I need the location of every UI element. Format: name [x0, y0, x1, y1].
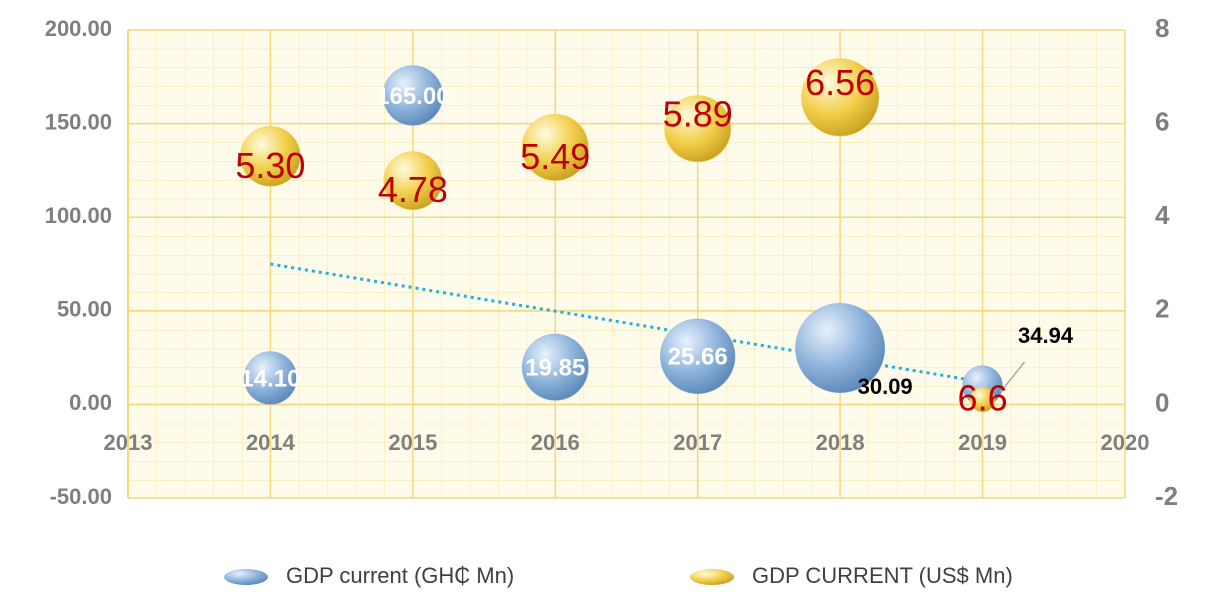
x-tick-label: 2013 [104, 430, 153, 455]
bubble [801, 58, 880, 137]
leader-line [999, 361, 1026, 393]
data-label: 5.89 [663, 93, 733, 134]
y-tick-label: 0.00 [69, 390, 112, 415]
bubble [240, 126, 301, 187]
x-tick-label: 2018 [816, 430, 865, 455]
bubble [383, 151, 443, 211]
y2-tick-label: 4 [1155, 200, 1170, 230]
y-tick-label: 100.00 [45, 203, 112, 228]
bubble [382, 65, 444, 126]
bubble [795, 303, 886, 394]
x-tick-label: 2017 [673, 430, 722, 455]
y2-tick-label: 0 [1155, 387, 1169, 417]
data-label: 25.66 [668, 344, 728, 371]
y2-tick-label: 6 [1155, 106, 1169, 136]
y-tick-label: 50.00 [57, 297, 112, 322]
data-label: 6.56 [805, 62, 875, 103]
bubble [660, 318, 736, 395]
legend: GDP current (GH₵ Mn) GDP CURRENT (US$ Mn… [224, 563, 1013, 588]
data-label: 30.09 [858, 374, 913, 399]
y-tick-label: 200.00 [45, 16, 112, 41]
minor-grid [128, 30, 1125, 498]
data-label: 4.78 [378, 169, 448, 210]
y2-tick-label: -2 [1155, 481, 1178, 511]
bubble [521, 333, 589, 401]
x-tick-label: 2016 [531, 430, 580, 455]
data-label: 19.85 [525, 355, 585, 382]
data-label: 165.00 [376, 83, 449, 110]
legend-icon [690, 569, 734, 585]
y-tick-label: -50.00 [50, 484, 112, 509]
bubble [243, 351, 298, 405]
bubble [664, 95, 732, 163]
x-tick-label: 2015 [388, 430, 437, 455]
y2-tick-label: 2 [1155, 294, 1169, 324]
bubble [970, 387, 996, 413]
x-tick-label: 2019 [958, 430, 1007, 455]
bubble [521, 114, 589, 181]
annotation: 34.94 [1018, 323, 1074, 348]
legend-icon [224, 569, 268, 585]
x-tick-label: 2014 [246, 430, 296, 455]
x-tick-label: 2020 [1101, 430, 1150, 455]
data-label: 5.49 [520, 136, 590, 177]
data-label: 5.30 [235, 145, 305, 186]
legend-label: GDP current (GH₵ Mn) [286, 563, 514, 588]
trendline [270, 262, 983, 384]
y-tick-label: 150.00 [45, 109, 112, 134]
data-label: 14.10 [240, 365, 300, 392]
legend-label: GDP CURRENT (US$ Mn) [752, 563, 1013, 588]
y2-tick-label: 8 [1155, 13, 1169, 43]
annotation: 6.6 [958, 378, 1008, 419]
